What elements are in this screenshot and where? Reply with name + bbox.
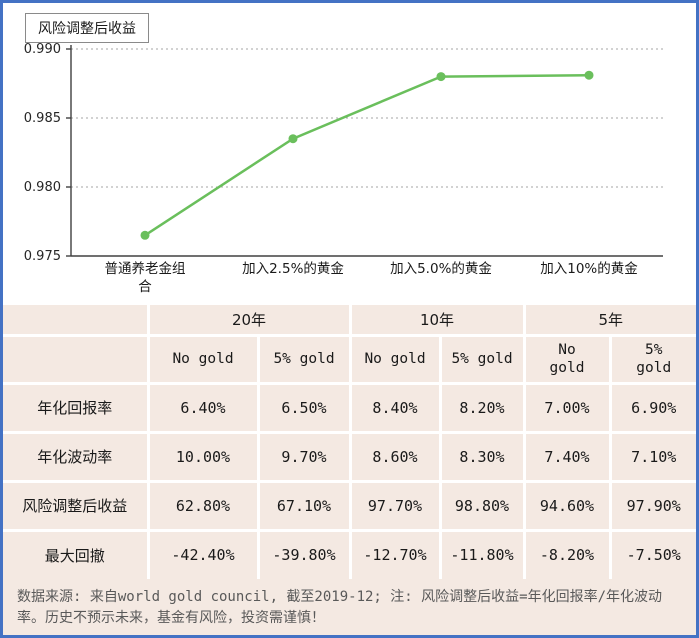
line-series [144, 73, 590, 237]
subheader-5pct-gold-20y: 5% gold [256, 333, 352, 385]
sub-header-row: No gold 5% gold No gold 5% gold No gold … [3, 333, 696, 385]
table-section: 20年 10年 5年 No gold 5% gold No gold 5% go… [3, 305, 696, 635]
cell: 10.00% [146, 430, 260, 483]
row-label: 风险调整后收益 [3, 479, 150, 532]
cell: 7.10% [608, 430, 696, 483]
cell: -42.40% [146, 528, 260, 579]
subheader-no-gold-5y: No gold [522, 333, 612, 385]
chart-title-box: 风险调整后收益 [25, 13, 149, 43]
footnote: 数据来源: 来自world gold council, 截至2019-12; 注… [17, 589, 663, 626]
y-tick-label: 0.985 [24, 111, 61, 126]
cell: -12.70% [348, 528, 442, 579]
cell: 6.40% [146, 381, 260, 434]
col-group-5y: 5年 [522, 305, 696, 337]
stats-table: 20年 10年 5年 No gold 5% gold No gold 5% go… [3, 305, 696, 579]
cell: 9.70% [256, 430, 352, 483]
y-tick-label: 0.980 [24, 180, 61, 195]
corner-cell [3, 333, 150, 385]
chart-area: 0.975 0.980 0.985 0.990 风险调整后收益 普通养老金组 合 加入2… [3, 3, 696, 305]
cell: 8.20% [438, 381, 526, 434]
data-point [288, 134, 298, 144]
cell: 94.60% [522, 479, 612, 532]
cell: 8.60% [348, 430, 442, 483]
line-chart-svg: 0.975 0.980 0.985 0.990 [24, 42, 663, 264]
subheader-no-gold-10y: No gold [348, 333, 442, 385]
subheader-5pct-gold-5y: 5% gold [608, 333, 696, 385]
cell: 98.80% [438, 479, 526, 532]
subheader-5pct-gold-10y: 5% gold [438, 333, 526, 385]
cell: 7.00% [522, 381, 612, 434]
data-point [140, 230, 150, 240]
data-point [584, 70, 594, 80]
x-axis-label: 加入5.0%的黄金 [390, 261, 492, 277]
cell: 62.80% [146, 479, 260, 532]
table-row-annualized-volatility: 年化波动率 10.00% 9.70% 8.60% 8.30% 7.40% 7.1… [3, 430, 696, 483]
data-point [436, 72, 446, 82]
cell: 97.70% [348, 479, 442, 532]
col-group-10y: 10年 [348, 305, 526, 337]
cell: 8.30% [438, 430, 526, 483]
cell: -7.50% [608, 528, 696, 579]
x-axis-label: 普通养老金组 合 [104, 261, 186, 295]
cell: 6.90% [608, 381, 696, 434]
column-group-row: 20年 10年 5年 [3, 305, 696, 337]
y-tick-label: 0.990 [24, 42, 61, 57]
subheader-no-gold-20y: No gold [146, 333, 260, 385]
row-label: 年化波动率 [3, 430, 150, 483]
cell: 8.40% [348, 381, 442, 434]
row-label: 年化回报率 [3, 381, 150, 434]
cell: -39.80% [256, 528, 352, 579]
cell: -8.20% [522, 528, 612, 579]
col-group-20y: 20年 [146, 305, 352, 337]
corner-cell [3, 305, 150, 337]
cell: -11.80% [438, 528, 526, 579]
x-axis-label: 加入10%的黄金 [540, 261, 638, 277]
table-row-risk-adjusted-return: 风险调整后收益 62.80% 67.10% 97.70% 98.80% 94.6… [3, 479, 696, 532]
cell: 97.90% [608, 479, 696, 532]
cell: 7.40% [522, 430, 612, 483]
table-row-max-drawdown: 最大回撤 -42.40% -39.80% -12.70% -11.80% -8.… [3, 528, 696, 579]
table-row-annualized-return: 年化回报率 6.40% 6.50% 8.40% 8.20% 7.00% 6.90… [3, 381, 696, 434]
cell: 67.10% [256, 479, 352, 532]
x-axis-label: 加入2.5%的黄金 [242, 261, 344, 277]
cell: 6.50% [256, 381, 352, 434]
y-tick-label: 0.975 [24, 249, 61, 264]
row-label: 最大回撤 [3, 528, 150, 579]
